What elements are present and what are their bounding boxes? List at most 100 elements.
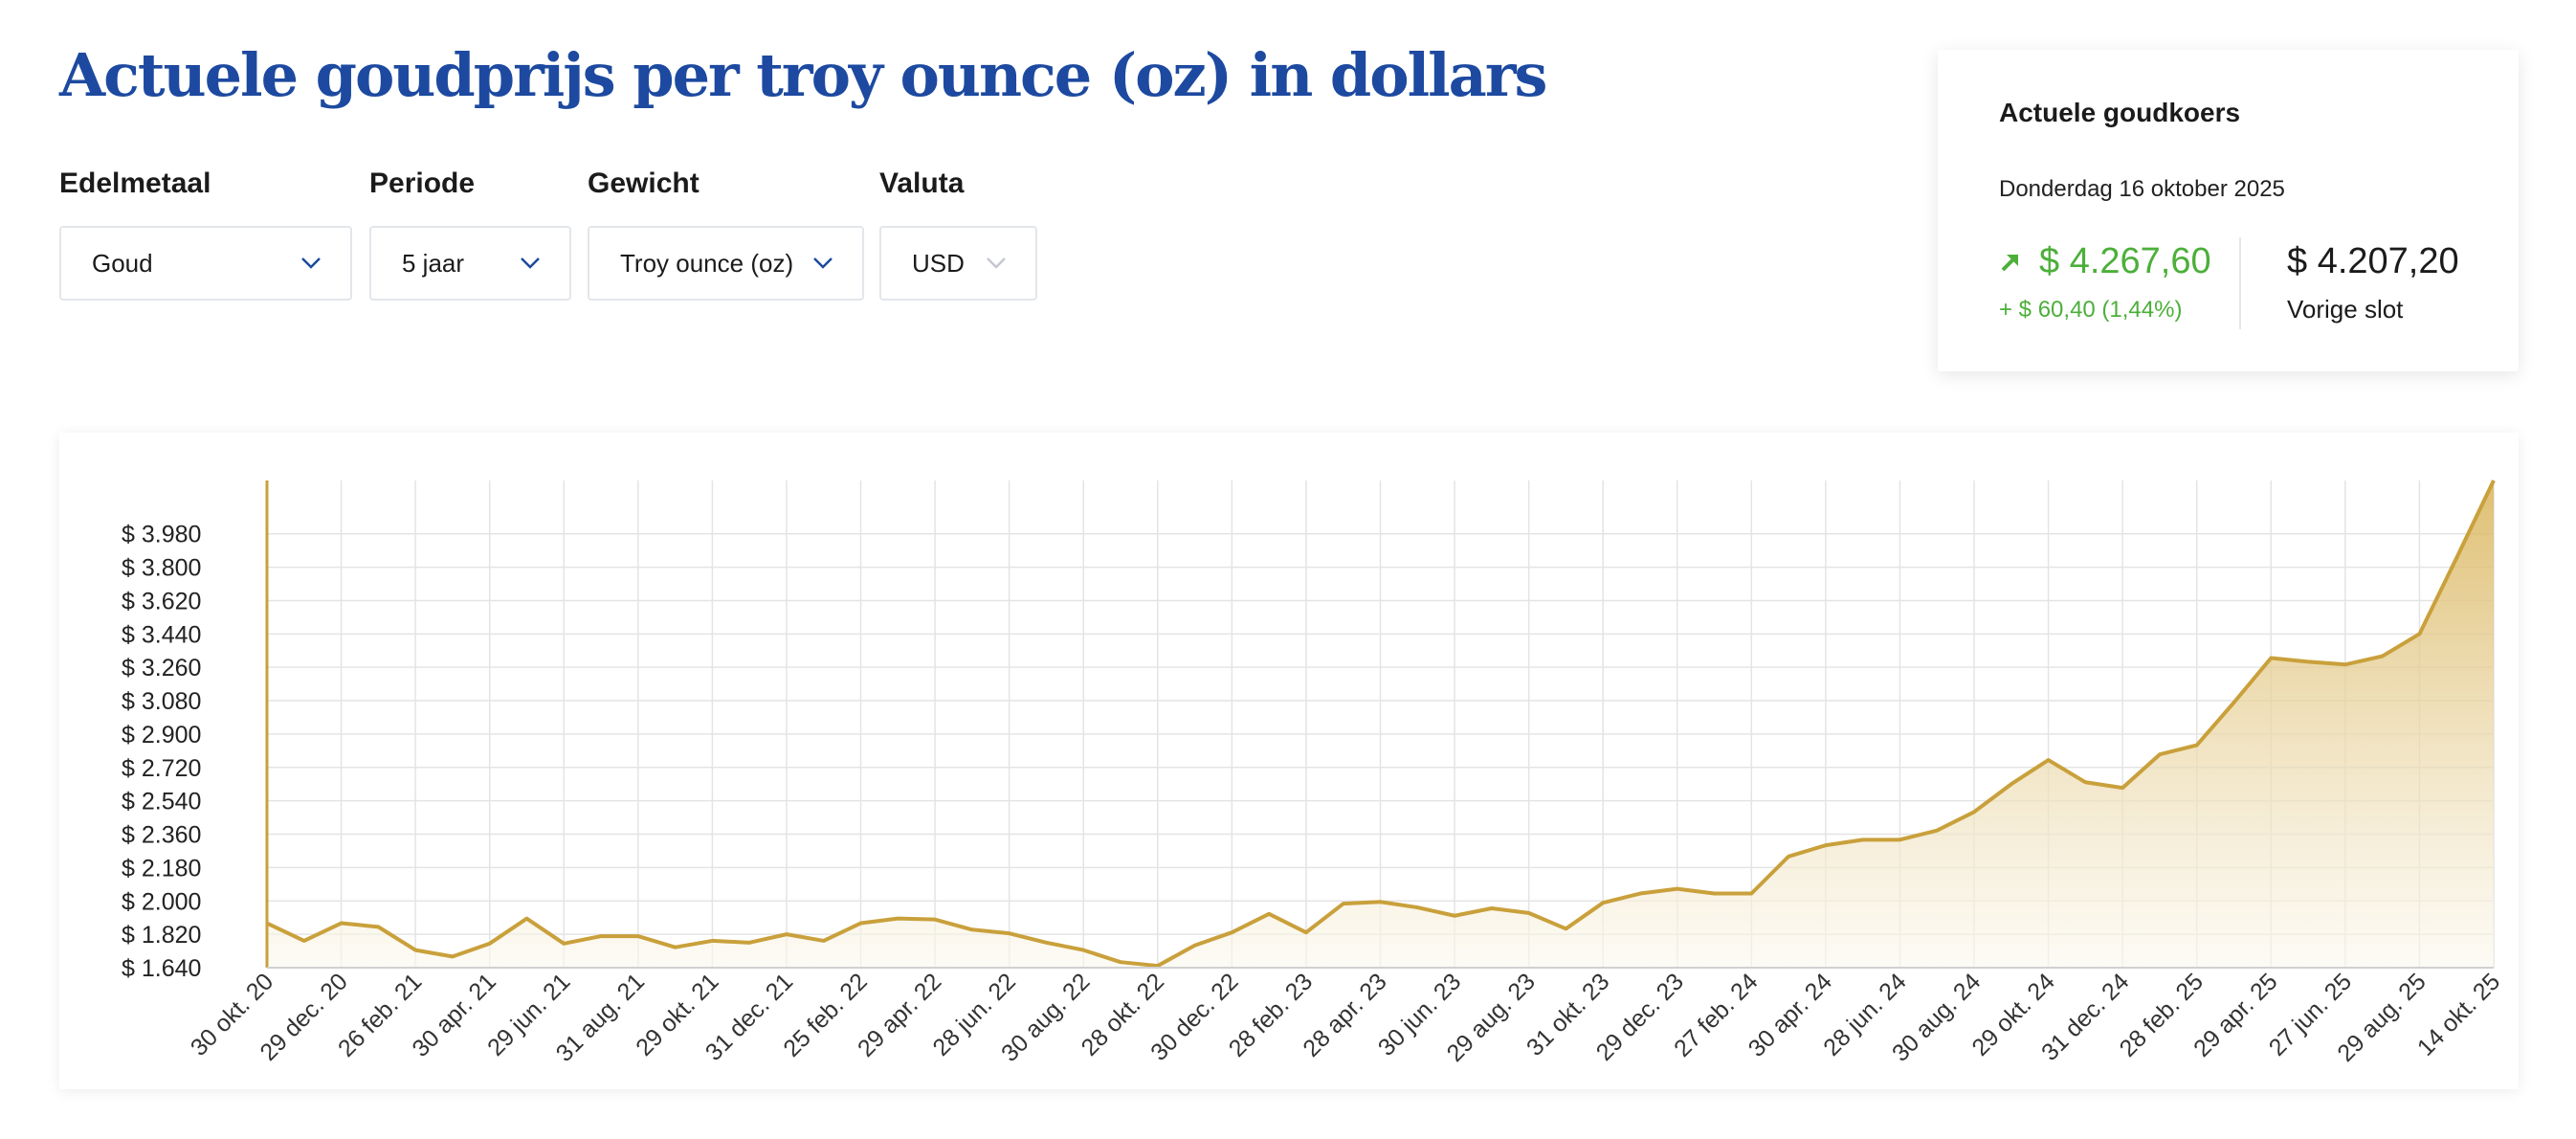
y-tick-label: $ 3.620 (122, 588, 201, 614)
price-change: + $ 60,40 (1,44%) (1999, 297, 2183, 323)
period-select[interactable]: 5 jaar (369, 226, 571, 301)
data-point (785, 932, 788, 936)
data-point (1787, 855, 1790, 859)
chevron-down-icon (301, 257, 321, 269)
data-point (2158, 752, 2162, 756)
previous-close-price: $ 4.207,20 (2287, 241, 2459, 281)
data-point (1564, 927, 1567, 930)
data-point (1527, 911, 1531, 915)
data-point (2083, 780, 2087, 784)
currency-select[interactable]: USD (879, 226, 1037, 301)
data-point (1119, 960, 1122, 964)
data-point (451, 954, 455, 958)
price-line (266, 480, 2496, 969)
page-title: Actuele goudprijs per troy ounce (oz) in… (59, 40, 1547, 110)
period-select-value: 5 jaar (402, 248, 465, 278)
data-point (2381, 655, 2385, 659)
y-tick-label: $ 3.440 (122, 621, 201, 648)
filter-metal: Edelmetaal Goud (59, 165, 352, 301)
data-point (376, 925, 380, 928)
chevron-down-icon (987, 257, 1006, 269)
trend-up-arrow-icon (2001, 254, 2018, 271)
price-date: Donderdag 16 oktober 2025 (1999, 176, 2285, 202)
data-point (1935, 829, 1939, 833)
data-point (1415, 905, 1419, 909)
current-price-value: $ 4.267,60 (2039, 241, 2211, 281)
data-point (562, 942, 566, 946)
data-point (488, 942, 492, 946)
data-point (859, 922, 863, 926)
data-point (1304, 930, 1308, 934)
filter-currency: Valuta USD (879, 165, 1037, 301)
data-point (1230, 930, 1233, 934)
data-point (302, 939, 306, 943)
data-point (1342, 902, 1345, 905)
data-point (2454, 556, 2458, 560)
data-point (2121, 786, 2124, 790)
data-point (1749, 892, 1753, 896)
price-card-title: Actuele goudkoers (1999, 98, 2241, 127)
data-point (1008, 931, 1011, 935)
y-tick-label: $ 2.900 (122, 722, 201, 748)
filter-period: Periode 5 jaar (369, 165, 571, 301)
data-point (1081, 949, 1085, 952)
y-tick-label: $ 1.640 (122, 955, 201, 982)
y-tick-label: $ 2.360 (122, 822, 201, 849)
data-point (1861, 838, 1865, 841)
data-point (2195, 744, 2199, 748)
data-point (636, 934, 640, 938)
weight-select[interactable]: Troy ounce (oz) (588, 226, 864, 301)
data-point (1193, 944, 1197, 948)
data-point (413, 949, 417, 952)
data-point (1824, 843, 1828, 847)
y-tick-label: $ 2.180 (122, 855, 201, 882)
data-point (896, 917, 899, 921)
filter-metal-label: Edelmetaal (59, 168, 211, 199)
data-point (1490, 906, 1494, 910)
data-point (2417, 632, 2421, 636)
data-point (2232, 701, 2236, 704)
data-point (1638, 892, 1642, 896)
data-point (1713, 892, 1717, 896)
metal-select-value: Goud (92, 248, 153, 278)
data-point (1453, 914, 1456, 918)
data-point (340, 922, 344, 926)
card-divider (2239, 237, 2241, 329)
y-tick-label: $ 2.720 (122, 755, 201, 782)
data-point (970, 927, 974, 931)
data-point (524, 917, 528, 921)
filter-weight-label: Gewicht (588, 168, 700, 199)
y-tick-label: $ 3.980 (122, 522, 201, 548)
price-area (267, 480, 2494, 968)
filter-currency-label: Valuta (879, 168, 965, 199)
y-tick-label: $ 3.260 (122, 655, 201, 681)
data-point (1898, 838, 1901, 841)
data-point (1972, 810, 1976, 814)
weight-select-value: Troy ounce (oz) (620, 248, 794, 278)
y-tick-label: $ 3.800 (122, 555, 201, 582)
data-point (2492, 479, 2496, 482)
data-point (599, 934, 603, 938)
currency-select-value: USD (912, 248, 965, 278)
data-point (1601, 901, 1605, 904)
data-point (1676, 887, 1679, 891)
data-point (2269, 656, 2273, 659)
data-point (2047, 758, 2051, 762)
data-point (1267, 912, 1271, 916)
y-tick-label: $ 2.540 (122, 789, 201, 815)
filter-weight: Gewicht Troy ounce (oz) (588, 165, 864, 301)
y-tick-label: $ 3.080 (122, 688, 201, 715)
data-point (710, 939, 714, 943)
chevron-down-icon (521, 257, 540, 269)
data-point (1044, 941, 1048, 945)
metal-select[interactable]: Goud (59, 226, 352, 301)
data-point (822, 939, 826, 943)
y-tick-label: $ 2.000 (122, 888, 201, 915)
data-point (2343, 662, 2347, 666)
gold-price-chart: $ 1.640 $ 1.820 $ 2.000 $ 2.180 $ 2.360 $ 2.5… (122, 479, 2505, 1067)
data-point (674, 946, 677, 949)
data-point (2010, 782, 2013, 786)
filter-period-label: Periode (369, 168, 476, 199)
chevron-down-icon (813, 257, 833, 269)
data-point (2306, 659, 2310, 663)
